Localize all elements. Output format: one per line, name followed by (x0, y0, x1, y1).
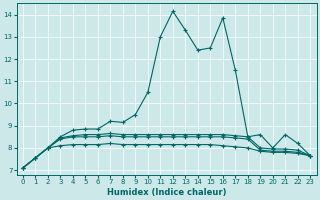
X-axis label: Humidex (Indice chaleur): Humidex (Indice chaleur) (107, 188, 226, 197)
